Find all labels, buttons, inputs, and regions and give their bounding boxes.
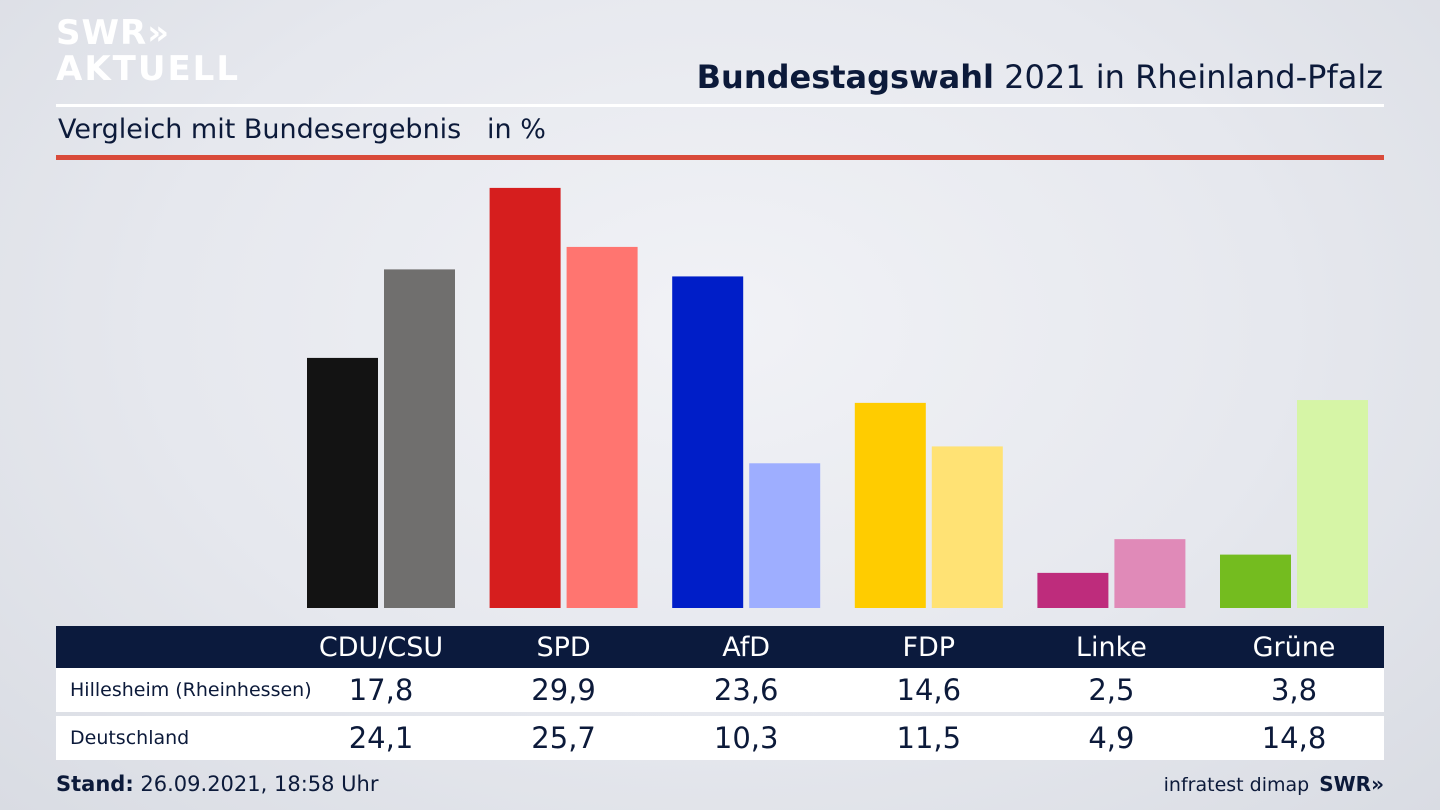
- title-rest: 2021 in Rheinland-Pfalz: [994, 58, 1383, 96]
- value-cell: 24,1: [348, 721, 414, 755]
- swr-footer-logo: SWR»: [1319, 772, 1384, 796]
- column-header: AfD: [722, 631, 771, 663]
- logo-line1: SWR»: [56, 13, 171, 53]
- value-cell: 14,6: [896, 673, 962, 707]
- header-divider: [56, 104, 1384, 107]
- table-row: Deutschland 24,1 25,7 10,3 11,5 4,9 14,8: [56, 716, 1384, 760]
- row-label: Hillesheim (Rheinhessen): [70, 679, 312, 701]
- swr-aktuell-logo: SWR» AKTUELL: [56, 16, 240, 86]
- row-label: Deutschland: [70, 727, 190, 749]
- table-header: CDU/CSU SPD AfD FDP Linke Grüne: [56, 626, 1384, 668]
- bar-fdp-series-2: [931, 446, 1003, 608]
- bar-grüne-series-1: [1220, 554, 1291, 608]
- timestamp: Stand: 26.09.2021, 18:58 Uhr: [56, 772, 379, 796]
- column-header: Linke: [1075, 631, 1147, 663]
- value-cell: 23,6: [713, 673, 779, 707]
- source-text: infratest dimap: [1163, 774, 1310, 796]
- value-cell: 17,8: [348, 673, 414, 707]
- value-cell: 29,9: [531, 673, 596, 707]
- title-bold: Bundestagswahl: [696, 58, 994, 96]
- bar-fdp-series-1: [854, 402, 926, 608]
- column-header: Grüne: [1252, 631, 1336, 663]
- bar-cdu-csu-series-1: [307, 357, 378, 608]
- value-cell: 14,8: [1261, 721, 1327, 755]
- value-cell: 2,5: [1088, 673, 1135, 707]
- source-credit: infratest dimap SWR»: [1164, 772, 1384, 796]
- bar-afd-series-1: [672, 276, 744, 608]
- bar-linke-series-1: [1037, 572, 1109, 608]
- table-row: Hillesheim (Rheinhessen) 17,8 29,9 23,6 14,…: [56, 668, 1384, 712]
- bar-linke-series-2: [1114, 539, 1186, 608]
- bar-grüne-series-2: [1297, 400, 1368, 608]
- subtitle-divider: [56, 155, 1384, 160]
- bar-afd-series-2: [749, 463, 821, 608]
- results-table: CDU/CSU SPD AfD FDP Linke Grüne Hillesheim (R…: [56, 626, 1384, 760]
- column-header: FDP: [902, 631, 956, 663]
- bar-spd-series-1: [489, 187, 561, 608]
- column-header: SPD: [536, 631, 591, 663]
- bar-chart: [307, 187, 1368, 609]
- logo-line2: AKTUELL: [56, 49, 241, 89]
- value-cell: 11,5: [896, 721, 962, 755]
- column-header: CDU/CSU: [318, 631, 444, 663]
- value-cell: 10,3: [713, 721, 779, 755]
- stand-label: Stand:: [56, 772, 134, 796]
- chart-subtitle: Vergleich mit Bundesergebnis in %: [58, 114, 546, 145]
- value-cell: 3,8: [1270, 673, 1318, 707]
- stand-value: 26.09.2021, 18:58 Uhr: [133, 772, 379, 796]
- value-cell: 25,7: [531, 721, 596, 755]
- bar-cdu-csu-series-2: [384, 269, 455, 608]
- bar-spd-series-2: [566, 246, 638, 609]
- value-cell: 4,9: [1088, 721, 1135, 755]
- page-title: Bundestagswahl 2021 in Rheinland-Pfalz: [697, 58, 1383, 96]
